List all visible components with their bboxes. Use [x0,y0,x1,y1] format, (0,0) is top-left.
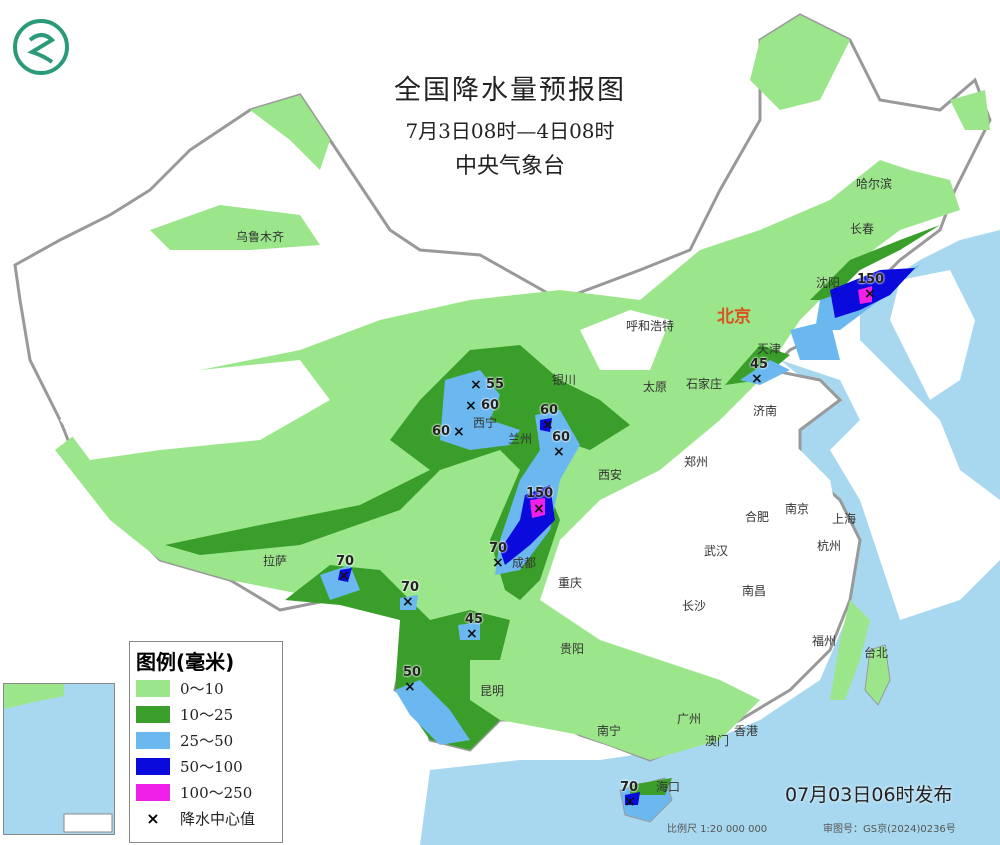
legend-item: 50～100 [136,753,282,779]
precip-center-value: 150 [526,486,554,501]
precip-center-value: 45 [750,357,769,372]
precip-center-marker: × [864,286,876,302]
issued-time: 07月03日06时发布 [785,784,953,806]
city-label: 西安 [598,468,623,482]
city-label: 澳门 [705,734,730,748]
city-label: 天津 [757,342,782,356]
city-label: 杭州 [817,539,842,553]
city-label: 香港 [734,724,759,738]
precip-center-value: 60 [552,430,571,445]
legend-item: 10～25 [136,701,282,727]
city-label: 西宁 [473,416,498,430]
sea [420,230,1000,845]
city-label: 长沙 [682,599,707,613]
no-rain-areas [60,310,850,690]
legend-swatch [136,679,170,697]
legend-label: 50～100 [180,757,243,776]
legend-label: 降水中心值 [180,809,256,828]
capital-label: 北京 [717,307,751,327]
precip-center-marker: × [624,794,636,810]
legend-item: × 降水中心值 [136,805,282,831]
city-label: 贵阳 [560,642,585,656]
precip-0-10 [55,15,990,760]
city-label: 武汉 [704,544,729,558]
city-label: 南昌 [742,584,767,598]
precip-center-marker: × [542,417,554,433]
city-label: 合肥 [745,510,770,524]
precip-center-value: 55 [486,377,505,392]
city-label: 海口 [656,780,681,794]
precip-center-value: 60 [432,424,451,439]
city-label: 重庆 [558,576,583,590]
precip-center-value: 70 [336,554,355,569]
forecast-period: 7月3日08时—4日08时 [405,119,615,143]
city-label: 南京 [785,502,810,516]
city-label: 南宁 [597,724,622,738]
precip-center-value: 70 [489,541,508,556]
precip-center-marker: × [338,568,350,584]
review-number: 审图号：GS京(2024)0236号 [823,824,956,835]
city-label: 银川 [552,373,577,387]
precip-center-marker: × [453,424,465,440]
precip-center-value: 60 [540,403,559,418]
map-scale: 比例尺 1:20 000 000 [667,824,768,835]
legend-swatch [136,705,170,723]
legend-swatch [136,731,170,749]
precip-center-value: 50 [403,665,422,680]
city-label: 哈尔滨 [856,177,893,191]
city-label: 上海 [832,512,857,526]
precip-center-marker: × [533,501,545,517]
city-label: 沈阳 [816,276,841,290]
precip-center-marker: × [404,679,416,695]
cma-logo [12,18,70,76]
city-label: 长春 [850,222,875,236]
legend: 图例(毫米) 0～10 10～25 25～50 50～100 100～250 ×… [129,641,283,843]
city-label: 呼和浩特 [626,319,675,333]
precip-center-marker: × [492,555,504,571]
city-label: 广州 [677,712,702,726]
precip-center-value: 70 [401,580,420,595]
legend-label: 0～10 [180,679,224,698]
city-label: 兰州 [508,432,533,446]
precip-center-marker: × [466,626,478,642]
precip-center-value: 45 [465,612,484,627]
legend-label: 10～25 [180,705,234,724]
city-label: 台北 [864,646,889,660]
legend-swatch [136,783,170,801]
city-label: 成都 [512,556,537,570]
city-label: 昆明 [480,684,505,698]
legend-label: 25～50 [180,731,234,750]
legend-item: 0～10 [136,675,282,701]
legend-label: 100～250 [180,783,253,802]
city-label: 石家庄 [686,377,723,391]
precip-center-marker: × [553,444,565,460]
city-label: 乌鲁木齐 [236,230,285,244]
legend-item: 100～250 [136,779,282,805]
precip-center-value: 150 [857,272,885,287]
precip-100-250 [530,286,872,518]
precip-center-marker: × [402,594,414,610]
south-china-sea-inset [3,683,115,835]
city-label: 福州 [812,634,837,648]
issuer: 中央气象台 [454,154,565,179]
city-label: 济南 [753,404,778,418]
city-label: 郑州 [684,455,709,469]
korea-land [890,270,975,400]
precip-center-marker: × [751,371,763,387]
taiwan-island [864,644,891,706]
city-label: 拉萨 [263,554,288,568]
precip-center-value: 70 [620,780,639,795]
precip-center-value: 60 [481,398,500,413]
map-title: 全国降水量预报图 [394,75,626,106]
legend-swatch [136,757,170,775]
center-marker-icon: × [146,808,160,828]
legend-item: 25～50 [136,727,282,753]
precip-center-marker: × [470,377,482,393]
legend-title: 图例(毫米) [136,650,235,674]
precip-center-marker: × [465,398,477,414]
city-label: 太原 [643,380,668,394]
